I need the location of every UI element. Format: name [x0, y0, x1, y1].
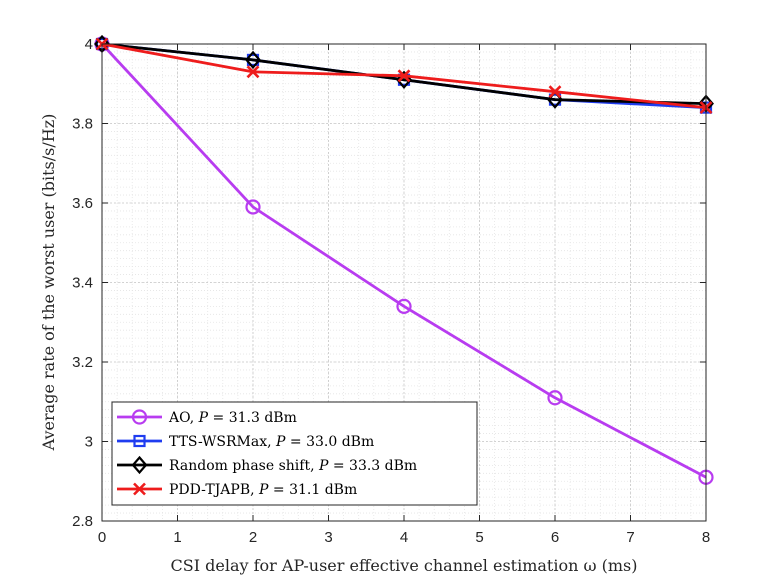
data-point-marker — [246, 65, 260, 79]
y-tick-label: 3.8 — [72, 116, 93, 133]
x-tick-label: 3 — [324, 529, 332, 546]
legend-label: AO, P = 31.3 dBm — [168, 410, 297, 426]
y-tick-label: 3.4 — [72, 275, 93, 292]
data-point-marker — [547, 390, 563, 406]
x-tick-label: 5 — [475, 529, 483, 546]
y-tick-labels: 2.8 3 3.2 3.4 3.6 3.8 4 — [72, 36, 93, 530]
legend: AO, P = 31.3 dBm TTS-WSRMax, P = 33.0 dBm… — [111, 401, 478, 506]
legend-entry: TTS-WSRMax, P = 33.0 dBm — [117, 434, 374, 450]
legend-box — [111, 401, 478, 506]
series-group — [95, 37, 713, 115]
x-tick-label: 7 — [626, 529, 634, 546]
x-tick-label: 8 — [702, 529, 710, 546]
x-tick-label: 4 — [400, 529, 408, 546]
x-tick-label: 6 — [551, 529, 559, 546]
legend-label: Random phase shift, P = 33.3 dBm — [169, 458, 417, 474]
y-tick-label: 3.6 — [72, 195, 93, 212]
x-tick-label: 0 — [98, 529, 106, 546]
y-tick-label: 4 — [85, 36, 93, 53]
legend-marker — [131, 455, 148, 475]
x-tick-labels: 0 1 2 3 4 5 6 7 8 — [98, 529, 710, 546]
legend-marker — [133, 434, 146, 448]
legend-label: PDD-TJAPB, P = 31.1 dBm — [169, 482, 357, 498]
series-line — [101, 42, 707, 106]
legend-marker — [133, 482, 146, 496]
data-point-marker — [245, 50, 261, 70]
tick-marks — [101, 43, 707, 522]
y-tick-label: 3.2 — [72, 354, 93, 371]
y-axis-title: Average rate of the worst user (bits/s/H… — [39, 114, 58, 452]
data-point-marker — [548, 85, 562, 99]
y-tick-label: 3 — [85, 434, 93, 451]
legend-entry: Random phase shift, P = 33.3 dBm — [117, 455, 417, 475]
legend-entry: PDD-TJAPB, P = 31.1 dBm — [117, 482, 357, 498]
legend-entry: AO, P = 31.3 dBm — [117, 409, 297, 426]
data-point-marker — [396, 298, 412, 314]
x-axis-title: CSI delay for AP-user effective channel … — [171, 556, 638, 575]
x-tick-label: 1 — [173, 529, 181, 546]
y-tick-label: 2.8 — [72, 513, 93, 530]
series-line — [100, 43, 707, 479]
legend-marker — [131, 409, 148, 425]
data-point-marker — [245, 199, 261, 215]
x-tick-label: 2 — [249, 529, 257, 546]
legend-label: TTS-WSRMax, P = 33.0 dBm — [169, 434, 374, 450]
data-point-marker — [397, 69, 411, 83]
